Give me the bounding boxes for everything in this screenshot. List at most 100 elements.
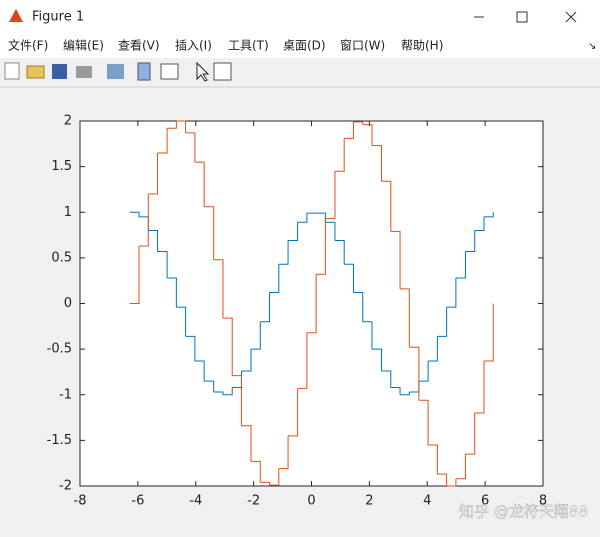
stair-step	[185, 335, 196, 361]
stair-step	[381, 370, 392, 388]
stair-step	[185, 132, 196, 163]
stair-step	[400, 392, 410, 396]
x-tick-label: 2	[365, 494, 373, 509]
x-tick-label: 4	[423, 494, 431, 509]
save-icon[interactable]	[52, 64, 67, 79]
x-tick-label: -6	[131, 494, 144, 509]
menu-pin[interactable]: ↘	[588, 41, 596, 52]
stair-step	[288, 388, 299, 437]
stair-step	[194, 161, 205, 207]
stair-step	[260, 481, 271, 486]
y-tick-label: 2	[64, 114, 72, 129]
stair-step	[474, 216, 485, 231]
stair-step	[167, 277, 177, 308]
stair-step	[446, 478, 457, 487]
stair-step	[465, 230, 476, 252]
stair-step	[129, 246, 140, 304]
new-icon[interactable]	[4, 62, 20, 80]
stair-step	[418, 399, 429, 445]
menu-item[interactable]: 文件(F)	[8, 38, 48, 53]
toolbar	[4, 61, 232, 82]
stair-step	[381, 180, 392, 232]
stair-step	[139, 194, 149, 247]
stair-step	[176, 120, 187, 133]
maximize-button[interactable]	[516, 11, 528, 23]
stair-step	[353, 292, 364, 322]
menu-item[interactable]: 工具(T)	[228, 39, 269, 53]
menu-item[interactable]: 查看(V)	[118, 39, 160, 53]
open-icon[interactable]	[26, 65, 45, 79]
property-icon[interactable]	[213, 62, 232, 81]
stair-step	[371, 348, 383, 372]
stair-step	[251, 460, 261, 483]
stair-step	[306, 274, 317, 334]
legend-icon[interactable]	[160, 63, 179, 80]
stair-step	[222, 387, 233, 396]
stair-step	[176, 306, 187, 337]
stair-step	[222, 317, 233, 376]
menu-item[interactable]: 窗口(W)	[340, 39, 385, 53]
stair-step	[204, 380, 215, 393]
stair-step	[465, 413, 476, 455]
x-tick-label: -8	[74, 494, 87, 509]
stair-step	[157, 128, 168, 154]
stair-step	[390, 386, 401, 395]
stair-step	[400, 288, 410, 348]
x-tick-label: 8	[539, 494, 547, 509]
stair-step	[213, 391, 224, 395]
stair-step	[241, 349, 252, 372]
menu-item[interactable]: 帮助(H)	[401, 39, 443, 53]
close-button[interactable]	[565, 11, 577, 23]
stair-step	[269, 468, 280, 486]
x-tick-label: -4	[189, 494, 202, 509]
stair-step	[167, 121, 177, 129]
y-tick-label: 0.5	[51, 250, 72, 265]
stair-step	[288, 222, 299, 242]
stair-step	[344, 121, 354, 139]
stair-step	[371, 145, 383, 182]
stair-step	[353, 121, 364, 125]
y-tick-label: 1.5	[51, 159, 72, 174]
watermark: 知乎 @龙符天翔88	[459, 503, 588, 521]
stair-step	[437, 307, 448, 337]
stair-step	[157, 250, 168, 278]
y-tick-label: -1	[59, 387, 72, 402]
stair-step	[269, 264, 280, 294]
stair-step	[278, 240, 289, 265]
menu-bar	[0, 33, 600, 58]
stair-step	[260, 292, 271, 323]
stair-step	[428, 444, 438, 475]
stair-step	[446, 277, 457, 308]
stair-step	[418, 360, 429, 382]
stair-step	[278, 435, 289, 470]
stair-step	[390, 230, 401, 289]
stair-step	[455, 454, 466, 480]
stair-step	[334, 240, 345, 265]
window-title: Figure 1	[32, 10, 84, 25]
menu-item[interactable]: 编辑(E)	[63, 38, 104, 53]
stair-step	[455, 251, 466, 279]
y-tick-label: -0.5	[47, 342, 72, 357]
pointer-icon[interactable]	[196, 61, 210, 82]
menu-item[interactable]: 桌面(D)	[283, 39, 326, 53]
app-icon	[9, 9, 23, 22]
stair-step	[194, 360, 205, 382]
stair-step	[334, 138, 345, 172]
stair-step	[204, 206, 215, 260]
stair-step	[483, 303, 494, 362]
stair-step	[316, 218, 326, 275]
stair-step	[325, 171, 336, 220]
title-bar	[0, 0, 600, 33]
stair-step	[297, 332, 308, 389]
stair-step	[213, 259, 224, 319]
stair-step	[148, 230, 159, 252]
colorbar-icon[interactable]	[137, 62, 151, 81]
x-tick-label: 0	[307, 494, 315, 509]
menu-item[interactable]: 插入(I)	[175, 39, 212, 53]
link-icon[interactable]	[107, 64, 124, 79]
print-icon[interactable]	[76, 66, 92, 78]
y-tick-label: 1	[64, 205, 72, 220]
stair-step	[409, 346, 420, 401]
y-tick-label: -2	[59, 479, 72, 494]
